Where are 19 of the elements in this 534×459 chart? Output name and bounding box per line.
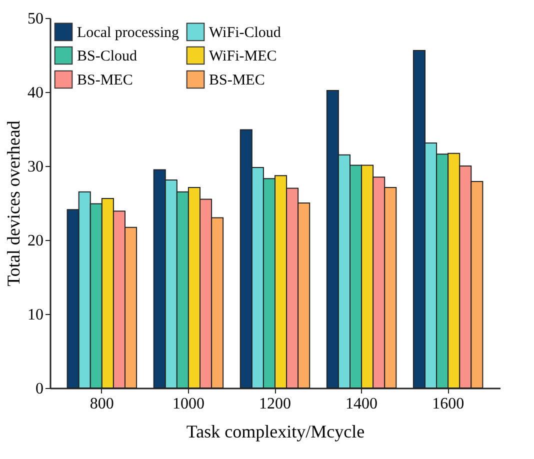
y-tick-label: 50 [28, 10, 44, 28]
legend-label: WiFi-Cloud [209, 24, 282, 41]
y-tick-label: 40 [28, 84, 44, 102]
y-tick-label: 30 [28, 158, 44, 176]
x-axis-title: Task complexity/Mcycle [186, 422, 365, 442]
legend-label: Local processing [77, 24, 180, 41]
y-tick-label: 10 [28, 306, 44, 324]
legend-label: WiFi-MEC [209, 48, 277, 64]
y-tick-label: 20 [28, 232, 44, 250]
x-tick-label: 800 [90, 396, 114, 412]
y-tick-label: 0 [36, 380, 44, 398]
legend-label: BS-MEC [77, 72, 133, 88]
y-axis-title: Total devices overhead [4, 120, 24, 286]
x-tick-label: 1000 [172, 396, 204, 412]
legend-label: BS-MEC [209, 72, 265, 88]
x-tick-label: 1600 [432, 396, 464, 412]
x-tick-label: 1200 [259, 396, 291, 412]
legend-label: BS-Cloud [77, 48, 138, 64]
x-tick-label: 1400 [346, 396, 378, 412]
